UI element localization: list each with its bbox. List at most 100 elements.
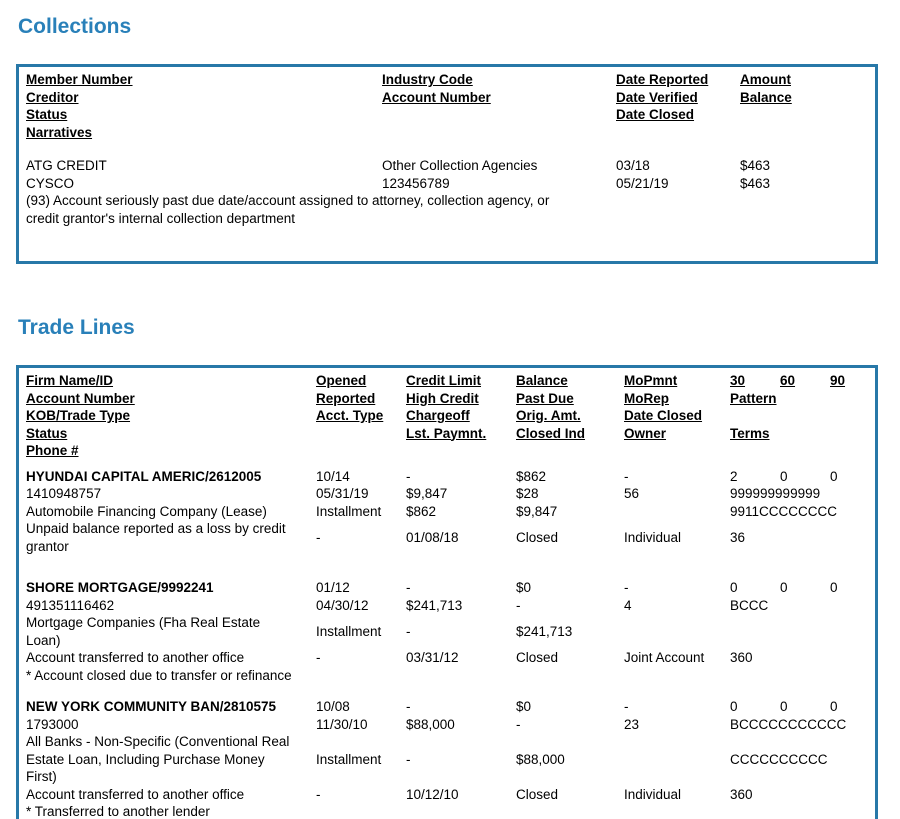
collection-row: CYSCO 123456789 05/21/19 $463 (26, 175, 867, 193)
trade-row: SHORE MORTGAGE/9992241 01/12 - $0 - 0 0 … (26, 579, 867, 597)
trade-row: 491351116462 04/30/12 $241,713 - 4 BCCC (26, 597, 867, 615)
trade-morep: 23 (624, 716, 640, 732)
trade-lines-header-row: Firm Name/ID Account Number KOB/Trade Ty… (26, 372, 867, 460)
trade-header-60: 60 (780, 373, 796, 388)
collection-balance: $463 (740, 175, 771, 191)
collection-creditor: CYSCO (26, 175, 75, 191)
trade-lines-title: Trade Lines (18, 316, 135, 339)
trade-30: 0 (730, 580, 738, 595)
collections-table: Member Number Creditor Status Narratives… (26, 71, 867, 227)
trade-kob: All Banks - Non-Specific (Conventional R… (26, 734, 290, 784)
trade-high-credit: $88,000 (406, 716, 455, 732)
trade-pattern-line1: BCCC (730, 597, 769, 613)
trade-mopmnt: - (624, 580, 629, 595)
trade-pattern-line1: 999999999999 (730, 486, 821, 501)
trade-row: NEW YORK COMMUNITY BAN/2810575 10/08 - $… (26, 698, 867, 716)
trade-narrative-row: * Transferred to another lender (26, 803, 867, 819)
trade-date-closed (624, 503, 730, 521)
trade-opened: 10/14 (316, 468, 350, 484)
trade-mopmnt: - (624, 468, 629, 484)
trade-header-mopmnt: MoPmnt MoRep Date Closed Owner (624, 373, 703, 441)
trade-header-balance: Balance Past Due Orig. Amt. Closed Ind (516, 373, 586, 441)
trade-lst-paymnt: 10/12/10 (406, 786, 459, 802)
trade-lst-paymnt: 01/08/18 (406, 529, 459, 545)
trade-narrative: * Transferred to another lender (26, 804, 210, 819)
trade-status-dash: - (316, 529, 321, 545)
trade-reported: 05/31/19 (316, 486, 369, 501)
trade-mopmnt: - (624, 699, 629, 714)
trade-credit-limit: - (406, 580, 411, 595)
trade-status: Unpaid balance reported as a loss by cre… (26, 521, 286, 554)
collection-account-number: 123456789 (382, 175, 450, 191)
trade-opened: 01/12 (316, 580, 350, 595)
trade-pattern-line2 (730, 614, 867, 649)
trade-date-closed (624, 733, 730, 786)
trade-credit-limit: - (406, 468, 411, 484)
trade-pattern-line1: BCCCCCCCCCCC (730, 716, 847, 732)
collection-industry-code: Other Collection Agencies (382, 158, 538, 173)
trade-account-number: 1793000 (26, 716, 79, 732)
trade-header-firm: Firm Name/ID Account Number KOB/Trade Ty… (26, 373, 135, 458)
trade-closed-ind: Closed (516, 650, 559, 665)
trade-status-dash: - (316, 650, 321, 665)
collections-panel: Member Number Creditor Status Narratives… (16, 64, 878, 264)
trade-chargeoff: $862 (406, 503, 437, 519)
collections-header-amount: Amount Balance (740, 72, 792, 105)
trade-morep: 4 (624, 597, 632, 613)
trade-owner: Joint Account (624, 650, 705, 665)
trade-credit-limit: - (406, 699, 411, 714)
trade-90: 0 (830, 468, 838, 484)
trade-balance: $862 (516, 468, 547, 484)
collections-title: Collections (18, 15, 132, 38)
trade-account-number: 1410948757 (26, 486, 102, 501)
trade-terms: 360 (730, 650, 753, 665)
collection-amount: $463 (740, 158, 771, 173)
trade-orig-amt: $241,713 (516, 623, 573, 639)
trade-firm-name: HYUNDAI CAPITAL AMERIC/2612005 (26, 468, 262, 484)
collection-date-verified: 05/21/19 (616, 175, 669, 191)
collection-narrative-row: (93) Account seriously past due date/acc… (26, 192, 867, 227)
trade-row: 1793000 11/30/10 $88,000 - 23 BCCCCCCCCC… (26, 716, 867, 734)
trade-terms: 36 (730, 529, 746, 545)
collection-narrative: (93) Account seriously past due date/acc… (26, 193, 550, 226)
trade-kob: Mortgage Companies (Fha Real Estate Loan… (26, 615, 261, 648)
collection-date-reported: 03/18 (616, 158, 650, 173)
trade-chargeoff: - (406, 623, 411, 639)
trade-lines-panel: Firm Name/ID Account Number KOB/Trade Ty… (16, 365, 878, 819)
trade-owner: Individual (624, 786, 682, 802)
collections-header-industry: Industry Code Account Number (382, 72, 491, 105)
trade-row: All Banks - Non-Specific (Conventional R… (26, 733, 867, 786)
collections-header-member: Member Number Creditor Status Narratives (26, 72, 133, 140)
trade-pattern-line2: 9911CCCCCCCC (730, 503, 838, 519)
trade-opened: 10/08 (316, 699, 350, 714)
trade-30: 2 (730, 468, 738, 484)
collections-header-row: Member Number Creditor Status Narratives… (26, 71, 867, 141)
trade-row: Mortgage Companies (Fha Real Estate Loan… (26, 614, 867, 649)
trade-firm-name: SHORE MORTGAGE/9992241 (26, 580, 214, 595)
trade-balance: $0 (516, 580, 532, 595)
trade-narrative: * Account closed due to transfer or refi… (26, 667, 292, 683)
trade-row: 1410948757 05/31/19 $9,847 $28 56 999999… (26, 485, 867, 503)
trade-date-closed (624, 614, 730, 649)
trade-pattern-line2: CCCCCCCCCC (730, 751, 828, 767)
trade-status: Account transferred to another office (26, 650, 245, 665)
trade-kob: Automobile Financing Company (Lease) (26, 503, 267, 519)
trade-past-due: - (516, 716, 521, 732)
trade-terms: 360 (730, 786, 753, 802)
trade-chargeoff: - (406, 751, 411, 767)
trade-row: Account transferred to another office - … (26, 649, 867, 667)
trade-high-credit: $241,713 (406, 597, 463, 613)
trade-header-90: 90 (830, 373, 846, 388)
trade-owner: Individual (624, 529, 682, 545)
trade-orig-amt: $88,000 (516, 751, 565, 767)
trade-row: Account transferred to another office - … (26, 786, 867, 804)
trade-narrative-row: * Account closed due to transfer or refi… (26, 667, 867, 685)
trade-acct-type: Installment (316, 503, 382, 519)
trade-row: Automobile Financing Company (Lease) Ins… (26, 503, 867, 521)
trade-header-opened: Opened Reported Acct. Type (316, 373, 384, 423)
collections-header-dates: Date Reported Date Verified Date Closed (616, 72, 709, 122)
trade-morep: 56 (624, 486, 640, 501)
trade-30: 0 (730, 699, 738, 714)
trade-header-30: 30 Pattern Terms (730, 373, 777, 441)
trade-lines-table: Firm Name/ID Account Number KOB/Trade Ty… (26, 372, 867, 819)
